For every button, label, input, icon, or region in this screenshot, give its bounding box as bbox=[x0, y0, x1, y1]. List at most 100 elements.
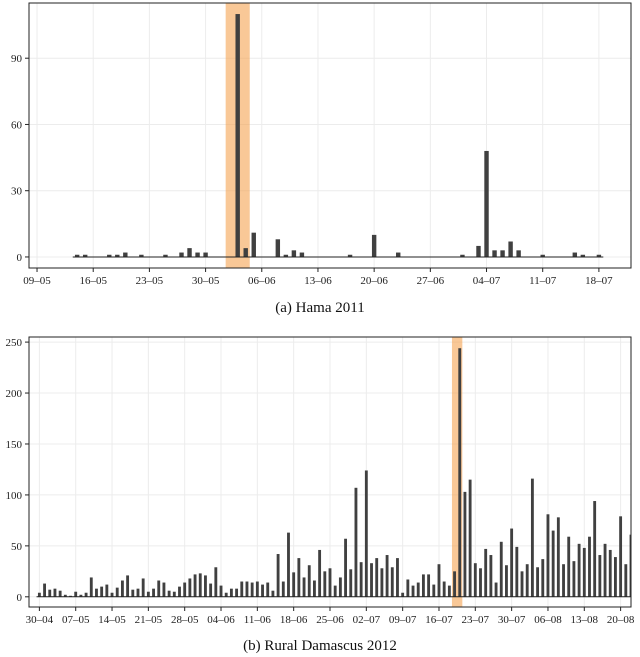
bar bbox=[275, 239, 281, 257]
x-tick-label: 30–05 bbox=[192, 275, 220, 287]
bar bbox=[261, 584, 264, 597]
x-tick-label: 21–05 bbox=[135, 614, 163, 626]
bar bbox=[411, 585, 415, 597]
bar bbox=[500, 250, 505, 257]
bar bbox=[115, 254, 120, 257]
bar bbox=[163, 254, 168, 257]
bar bbox=[89, 577, 93, 597]
bar bbox=[494, 582, 498, 597]
x-tick-label: 06–08 bbox=[534, 614, 562, 626]
bar bbox=[484, 150, 489, 257]
x-tick-label: 18–07 bbox=[585, 275, 613, 287]
bar bbox=[572, 561, 576, 597]
bar bbox=[63, 594, 67, 597]
bar bbox=[406, 579, 410, 597]
bar bbox=[53, 588, 57, 597]
bar bbox=[349, 569, 353, 597]
bar bbox=[131, 589, 135, 597]
bar bbox=[235, 14, 240, 257]
bar bbox=[157, 580, 161, 597]
bar bbox=[266, 582, 270, 597]
bar bbox=[229, 588, 233, 597]
x-tick-label: 16–07 bbox=[425, 614, 453, 626]
bar bbox=[572, 252, 578, 257]
bar bbox=[240, 581, 244, 597]
bar bbox=[510, 528, 514, 597]
bar bbox=[344, 538, 347, 597]
bar bbox=[536, 567, 540, 597]
plot-frame bbox=[28, 2, 632, 269]
x-tick-label: 30–04 bbox=[26, 614, 54, 626]
bar bbox=[126, 575, 130, 597]
bar bbox=[396, 252, 401, 257]
x-tick-label: 23–05 bbox=[136, 275, 164, 287]
bar bbox=[551, 530, 555, 597]
bar bbox=[347, 254, 353, 257]
x-tick-label: 30–07 bbox=[498, 614, 526, 626]
y-tick-label: 0 bbox=[17, 592, 23, 604]
bar bbox=[505, 565, 508, 597]
bar bbox=[120, 580, 124, 597]
bar bbox=[37, 592, 41, 597]
bar bbox=[546, 514, 550, 597]
bar bbox=[577, 543, 581, 597]
x-tick-label: 02–07 bbox=[353, 614, 381, 626]
bar bbox=[187, 248, 192, 257]
bar bbox=[209, 583, 213, 597]
y-tick-label: 250 bbox=[6, 337, 23, 349]
plot-area bbox=[29, 337, 631, 607]
bar bbox=[499, 541, 503, 597]
bar bbox=[297, 558, 301, 597]
bar bbox=[74, 254, 80, 257]
x-tick-label: 11–07 bbox=[529, 275, 557, 287]
x-tick-label: 04–06 bbox=[207, 614, 235, 626]
bar bbox=[251, 232, 256, 257]
bar bbox=[195, 252, 200, 257]
bar bbox=[515, 546, 519, 597]
x-tick-label: 07–05 bbox=[62, 614, 90, 626]
bar bbox=[167, 590, 171, 597]
bar bbox=[245, 581, 249, 597]
bar bbox=[162, 582, 166, 597]
bar bbox=[396, 558, 399, 597]
bar bbox=[588, 536, 591, 597]
bar bbox=[333, 585, 337, 597]
bar bbox=[152, 588, 155, 597]
bar bbox=[313, 580, 316, 597]
bar bbox=[525, 564, 529, 597]
bar bbox=[473, 563, 477, 597]
bar bbox=[219, 585, 223, 597]
bar bbox=[371, 234, 377, 257]
bar bbox=[468, 479, 472, 597]
bar bbox=[596, 254, 602, 257]
bar bbox=[437, 564, 441, 597]
bar bbox=[307, 565, 311, 597]
bar bbox=[432, 584, 436, 597]
bar bbox=[416, 582, 420, 597]
bar bbox=[442, 581, 446, 597]
x-tick-label: 18–06 bbox=[280, 614, 308, 626]
bar bbox=[123, 252, 128, 257]
bar bbox=[255, 581, 259, 597]
bar bbox=[603, 543, 607, 597]
bar bbox=[141, 578, 145, 597]
bar bbox=[458, 348, 462, 597]
bar bbox=[283, 254, 289, 257]
bar bbox=[338, 577, 342, 597]
bar bbox=[541, 559, 545, 597]
bar bbox=[107, 254, 112, 257]
x-tick-label: 20–06 bbox=[360, 275, 388, 287]
bar bbox=[508, 241, 513, 257]
bar bbox=[390, 567, 394, 597]
bar bbox=[179, 252, 184, 257]
bar bbox=[359, 562, 363, 597]
x-tick-label: 09–07 bbox=[389, 614, 417, 626]
x-tick-label: 06–06 bbox=[248, 275, 276, 287]
bar bbox=[82, 254, 88, 257]
bar bbox=[302, 577, 306, 597]
x-tick-label: 13–06 bbox=[304, 275, 332, 287]
bar bbox=[271, 590, 275, 597]
bar bbox=[136, 588, 140, 597]
bar bbox=[214, 567, 218, 597]
